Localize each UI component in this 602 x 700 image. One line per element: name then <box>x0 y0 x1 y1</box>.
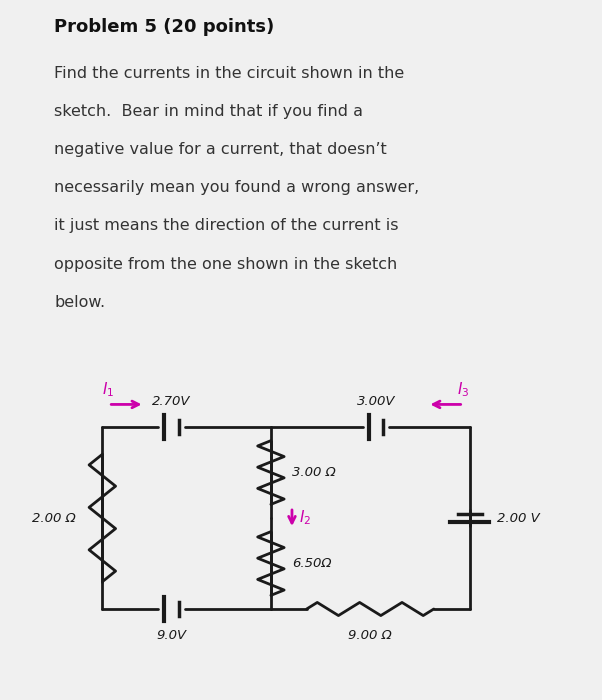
Text: necessarily mean you found a wrong answer,: necessarily mean you found a wrong answe… <box>54 180 420 195</box>
Text: Problem 5 (20 points): Problem 5 (20 points) <box>54 18 275 36</box>
Text: 2.70V: 2.70V <box>152 395 191 408</box>
Text: it just means the direction of the current is: it just means the direction of the curre… <box>54 218 399 233</box>
Text: $I_2$: $I_2$ <box>299 509 311 527</box>
Text: $I_3$: $I_3$ <box>457 380 470 399</box>
Text: below.: below. <box>54 295 105 310</box>
Text: Find the currents in the circuit shown in the: Find the currents in the circuit shown i… <box>54 66 405 80</box>
Text: sketch.  Bear in mind that if you find a: sketch. Bear in mind that if you find a <box>54 104 363 119</box>
Text: 9.00 Ω: 9.00 Ω <box>349 629 392 642</box>
Text: negative value for a current, that doesn’t: negative value for a current, that doesn… <box>54 142 387 157</box>
Text: $I_1$: $I_1$ <box>102 380 114 399</box>
Text: 2.00 Ω: 2.00 Ω <box>31 512 75 524</box>
Text: 2.00 V: 2.00 V <box>497 512 539 524</box>
Text: 3.00 Ω: 3.00 Ω <box>292 466 336 479</box>
Text: 3.00V: 3.00V <box>357 395 396 408</box>
Text: 6.50Ω: 6.50Ω <box>292 557 332 570</box>
Text: 9.0V: 9.0V <box>157 629 187 642</box>
Text: opposite from the one shown in the sketch: opposite from the one shown in the sketc… <box>54 257 397 272</box>
